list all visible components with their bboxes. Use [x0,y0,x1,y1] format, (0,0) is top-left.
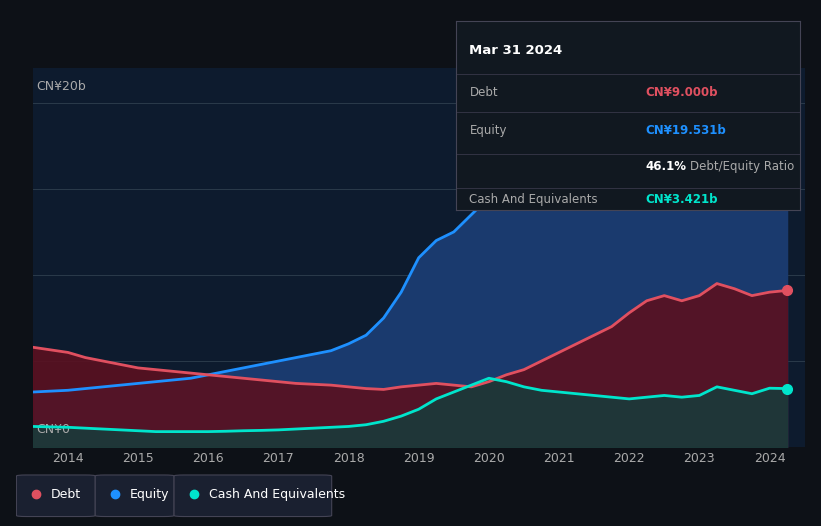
Text: CN¥20b: CN¥20b [37,80,86,93]
Text: Mar 31 2024: Mar 31 2024 [470,44,562,57]
Text: Debt/Equity Ratio: Debt/Equity Ratio [690,160,795,174]
Text: 46.1%: 46.1% [645,160,686,174]
FancyBboxPatch shape [174,475,332,517]
Text: Debt: Debt [51,488,81,501]
Text: CN¥9.000b: CN¥9.000b [645,86,718,99]
Text: Equity: Equity [470,124,507,137]
Text: Debt: Debt [470,86,498,99]
FancyBboxPatch shape [16,475,95,517]
Text: CN¥3.421b: CN¥3.421b [645,193,718,206]
Text: CN¥19.531b: CN¥19.531b [645,124,726,137]
FancyBboxPatch shape [95,475,174,517]
Text: CN¥0: CN¥0 [37,423,71,436]
Text: Cash And Equivalents: Cash And Equivalents [470,193,598,206]
Text: Equity: Equity [130,488,169,501]
Text: Cash And Equivalents: Cash And Equivalents [209,488,345,501]
